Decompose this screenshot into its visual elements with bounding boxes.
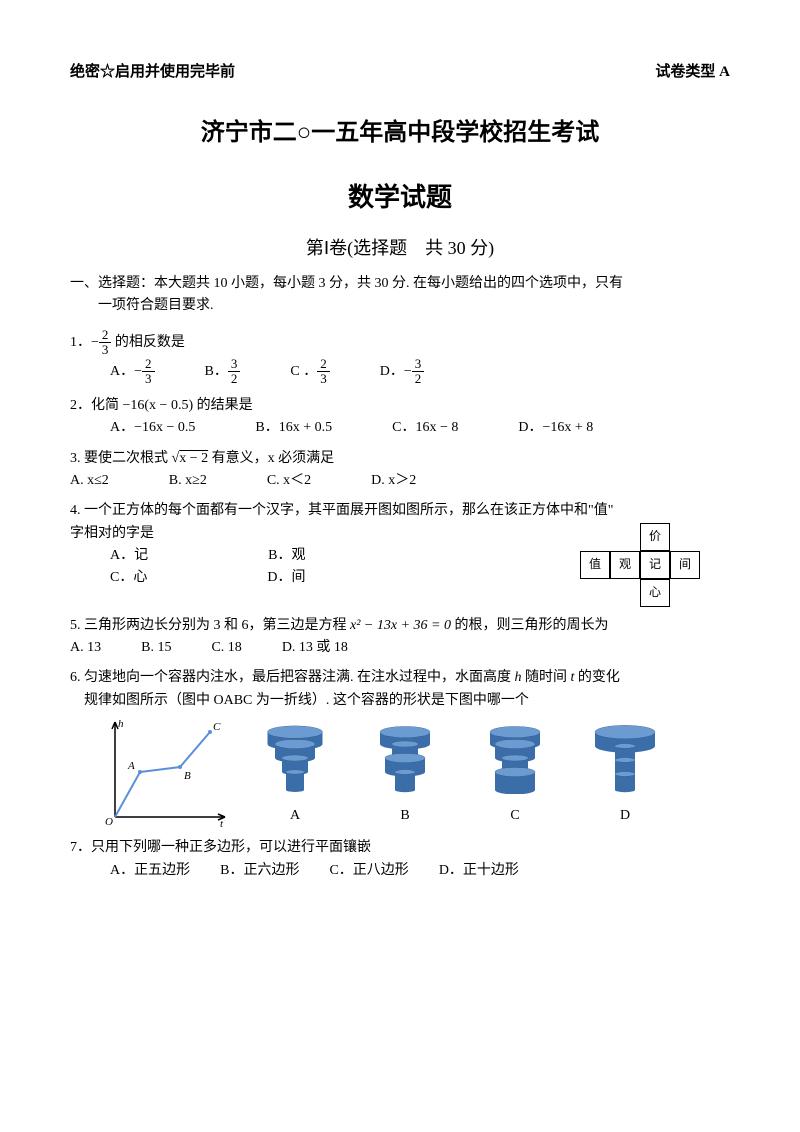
q1-stem-post: 的相反数是 xyxy=(111,335,185,350)
instructions-line2: 一项符合题目要求. xyxy=(70,298,214,313)
svg-text:h: h xyxy=(118,718,124,730)
title-sub: 数学试题 xyxy=(70,177,730,219)
svg-text:B: B xyxy=(184,770,191,782)
q1-opt-c: C ．23 xyxy=(290,357,329,387)
q4-opt-d: D．间 xyxy=(267,567,305,589)
question-4: 4. 一个正方体的每个面都有一个汉字，其平面展开图如图所示，那么在该正方体中和"… xyxy=(70,500,730,606)
q6-mid: 随时间 xyxy=(522,670,571,685)
q2-stem: 2．化简 −16(x − 0.5) 的结果是 xyxy=(70,395,730,417)
q1c-den: 3 xyxy=(317,372,330,386)
q7-opt-a: A．正五边形 xyxy=(110,860,190,882)
net-top: 价 xyxy=(640,523,670,551)
net-r1-1: 观 xyxy=(610,551,640,579)
q1-labD: D． xyxy=(380,364,404,379)
q6-label-c: C xyxy=(470,805,560,827)
net-bottom: 心 xyxy=(640,579,670,607)
title-main: 济宁市二○一五年高中段学校招生考试 xyxy=(70,114,730,152)
net-r1-0: 值 xyxy=(580,551,610,579)
q6-stem2: 规律如图所示（图中 OABC 为一折线）. 这个容器的形状是下图中哪一个 xyxy=(70,690,730,712)
q3-expr: x − 2 xyxy=(179,451,208,466)
q4-stem1: 4. 一个正方体的每个面都有一个汉字，其平面展开图如图所示，那么在该正方体中和"… xyxy=(70,500,730,522)
q1a-num: 2 xyxy=(142,357,155,372)
q7-opt-d: D．正十边形 xyxy=(439,860,519,882)
q6-container-d: D xyxy=(580,724,670,827)
q2-opt-d: D．−16x + 8 xyxy=(518,417,593,439)
q5-eq: x² − 13x + 36 = 0 xyxy=(350,618,451,633)
q1-frac-den: 3 xyxy=(99,343,112,357)
q1b-num: 3 xyxy=(228,357,241,372)
q1-opt-d: D．−32 xyxy=(380,357,425,387)
q3-opt-d: D. x＞2 xyxy=(371,470,416,492)
q6-graph: O A B Ch t xyxy=(100,717,230,827)
q4-opt-b: B．观 xyxy=(268,545,305,567)
q5-stem-post: 的根，则三角形的周长为 xyxy=(451,618,609,633)
q3-opt-a: A. x≤2 xyxy=(70,470,109,492)
q1a-den: 3 xyxy=(142,372,155,386)
q1-labA: A． xyxy=(110,364,134,379)
q5-opt-b: B. 15 xyxy=(141,637,171,659)
q3-opt-b: B. x≥2 xyxy=(169,470,207,492)
question-5: 5. 三角形两边长分别为 3 和 6，第三边是方程 x² − 13x + 36 … xyxy=(70,615,730,660)
q1-stem-pre: 1． xyxy=(70,335,91,350)
q7-opt-c: C．正八边形 xyxy=(329,860,408,882)
question-3: 3. 要使二次根式 √x − 2 有意义，x 必须满足 A. x≤2 B. x≥… xyxy=(70,448,730,493)
q4-cube-net: 价 值 观 记 间 心 xyxy=(580,523,730,607)
svg-text:A: A xyxy=(127,760,135,772)
q5-opt-d: D. 13 或 18 xyxy=(282,637,348,659)
q6-stem1-pre: 6. 匀速地向一个容器内注水，最后把容器注满. 在注水过程中，水面高度 xyxy=(70,670,515,685)
question-2: 2．化简 −16(x − 0.5) 的结果是 A．−16x − 0.5 B．16… xyxy=(70,395,730,440)
q1c-num: 2 xyxy=(317,357,330,372)
q1-opt-b: B．32 xyxy=(205,357,241,387)
q3-stem-post: 有意义，x 必须满足 xyxy=(208,451,334,466)
question-6: 6. 匀速地向一个容器内注水，最后把容器注满. 在注水过程中，水面高度 h 随时… xyxy=(70,667,730,827)
q1-frac-num: 2 xyxy=(99,328,112,343)
q7-stem: 7．只用下列哪一种正多边形，可以进行平面镶嵌 xyxy=(70,837,730,859)
q6-label-a: A xyxy=(250,805,340,827)
q7-opt-b: B．正六边形 xyxy=(220,860,299,882)
svg-text:C: C xyxy=(213,721,221,733)
q5-opt-c: C. 18 xyxy=(211,637,241,659)
q1-opt-a: A．−23 xyxy=(110,357,155,387)
q4-opt-a: A．记 xyxy=(110,545,148,567)
header-left: 绝密☆启用并使用完毕前 xyxy=(70,60,235,84)
net-r1-3: 间 xyxy=(670,551,700,579)
q6-stem1-post: 的变化 xyxy=(574,670,620,685)
q1-labC: C ． xyxy=(290,364,317,379)
q1d-num: 3 xyxy=(412,357,425,372)
q6-container-b: B xyxy=(360,724,450,827)
q4-opt-c: C．心 xyxy=(110,567,147,589)
q6-label-d: D xyxy=(580,805,670,827)
q6-label-b: B xyxy=(360,805,450,827)
q6-h: h xyxy=(515,670,522,685)
net-r1-2: 记 xyxy=(640,551,670,579)
svg-text:t: t xyxy=(220,818,224,827)
q4-stem2: 字相对的字是 xyxy=(70,523,580,545)
header-right: 试卷类型 A xyxy=(655,60,730,84)
question-1: 1．−23 的相反数是 A．−23 B．32 C ．23 D．−32 xyxy=(70,328,730,387)
instructions: 一、选择题：本大题共 10 小题，每小题 3 分，共 30 分. 在每小题给出的… xyxy=(70,273,730,318)
q5-stem-pre: 5. 三角形两边长分别为 3 和 6，第三边是方程 xyxy=(70,618,350,633)
section-title: 第Ⅰ卷(选择题 共 30 分) xyxy=(70,234,730,263)
instructions-line1: 一、选择题：本大题共 10 小题，每小题 3 分，共 30 分. 在每小题给出的… xyxy=(70,276,623,291)
q2-opt-c: C．16x − 8 xyxy=(392,417,458,439)
q1-labB: B． xyxy=(205,364,228,379)
q3-stem-pre: 3. 要使二次根式 xyxy=(70,451,172,466)
q5-opt-a: A. 13 xyxy=(70,637,101,659)
question-7: 7．只用下列哪一种正多边形，可以进行平面镶嵌 A．正五边形 B．正六边形 C．正… xyxy=(70,837,730,882)
q6-container-a: A xyxy=(250,724,340,827)
q3-opt-c: C. x＜2 xyxy=(267,470,311,492)
q1b-den: 2 xyxy=(228,372,241,386)
q2-opt-a: A．−16x − 0.5 xyxy=(110,417,195,439)
q2-opt-b: B．16x + 0.5 xyxy=(255,417,332,439)
svg-text:O: O xyxy=(105,816,113,827)
q1d-den: 2 xyxy=(412,372,425,386)
q6-container-c: C xyxy=(470,724,560,827)
